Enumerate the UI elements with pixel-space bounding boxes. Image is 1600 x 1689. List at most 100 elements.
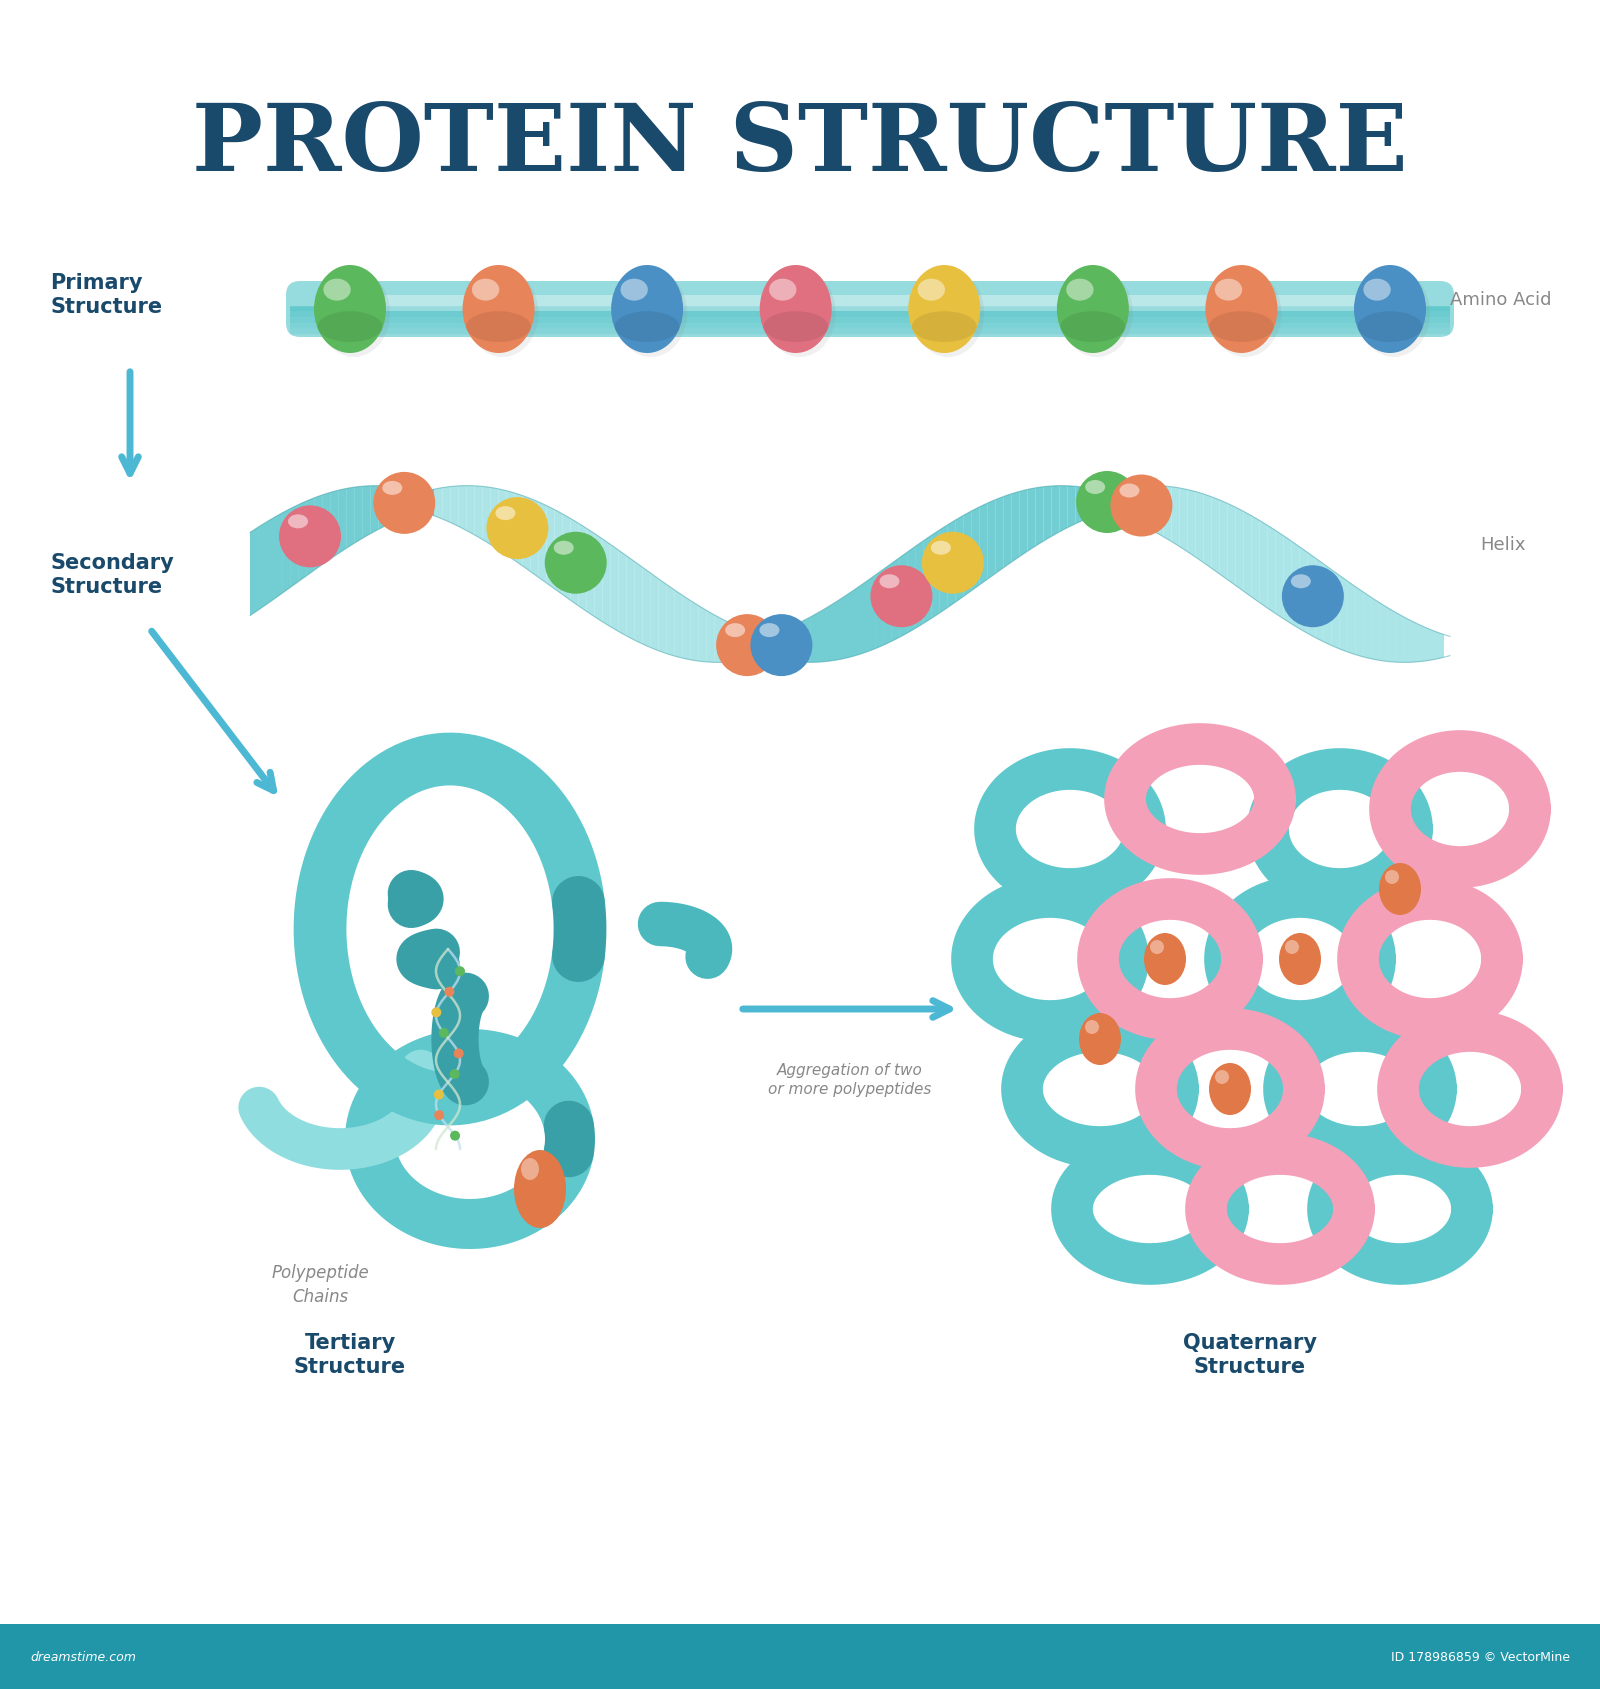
- Polygon shape: [434, 488, 442, 520]
- Polygon shape: [1027, 488, 1035, 552]
- Polygon shape: [715, 616, 723, 664]
- Ellipse shape: [1386, 870, 1398, 885]
- Polygon shape: [507, 491, 515, 561]
- Polygon shape: [1171, 488, 1179, 547]
- Polygon shape: [1147, 486, 1155, 534]
- Ellipse shape: [880, 574, 899, 589]
- Polygon shape: [1035, 488, 1043, 547]
- Ellipse shape: [1078, 1013, 1122, 1066]
- Polygon shape: [795, 622, 803, 662]
- Ellipse shape: [434, 1110, 445, 1120]
- Polygon shape: [322, 493, 330, 566]
- Polygon shape: [659, 579, 667, 654]
- Polygon shape: [883, 564, 891, 645]
- Polygon shape: [923, 535, 931, 625]
- Polygon shape: [947, 520, 955, 608]
- Polygon shape: [771, 632, 779, 660]
- Polygon shape: [1003, 495, 1011, 569]
- Ellipse shape: [621, 279, 648, 301]
- Polygon shape: [643, 568, 651, 649]
- Text: Secondary
Structure: Secondary Structure: [50, 552, 174, 596]
- Ellipse shape: [450, 1069, 459, 1079]
- Ellipse shape: [614, 270, 686, 358]
- Ellipse shape: [614, 312, 680, 343]
- Polygon shape: [338, 490, 346, 554]
- Polygon shape: [571, 519, 579, 606]
- Ellipse shape: [373, 473, 435, 535]
- Polygon shape: [691, 601, 699, 662]
- Polygon shape: [515, 493, 523, 566]
- Ellipse shape: [1066, 279, 1093, 301]
- Polygon shape: [747, 632, 755, 660]
- Polygon shape: [386, 486, 394, 527]
- Ellipse shape: [912, 312, 976, 343]
- Ellipse shape: [922, 532, 984, 595]
- Ellipse shape: [763, 270, 835, 358]
- Polygon shape: [563, 515, 571, 601]
- Ellipse shape: [760, 623, 779, 638]
- Polygon shape: [1131, 486, 1139, 525]
- Ellipse shape: [1144, 934, 1186, 985]
- Polygon shape: [763, 635, 771, 659]
- Ellipse shape: [770, 279, 797, 301]
- Ellipse shape: [467, 270, 539, 358]
- Polygon shape: [1395, 613, 1403, 664]
- Ellipse shape: [462, 265, 534, 353]
- Polygon shape: [803, 616, 811, 664]
- Ellipse shape: [1061, 270, 1133, 358]
- Polygon shape: [827, 603, 835, 662]
- Polygon shape: [579, 524, 587, 611]
- Polygon shape: [1139, 486, 1147, 529]
- Ellipse shape: [1354, 265, 1426, 353]
- Polygon shape: [1411, 622, 1419, 662]
- Polygon shape: [1163, 486, 1171, 542]
- Text: Aggregation of two
or more polypeptides: Aggregation of two or more polypeptides: [768, 1062, 931, 1096]
- Polygon shape: [1195, 491, 1203, 564]
- Polygon shape: [611, 546, 619, 632]
- Ellipse shape: [434, 1089, 443, 1100]
- Polygon shape: [1371, 598, 1379, 660]
- Polygon shape: [1227, 503, 1235, 586]
- Polygon shape: [1315, 559, 1323, 642]
- FancyBboxPatch shape: [290, 307, 1450, 312]
- Ellipse shape: [1210, 1064, 1251, 1115]
- Polygon shape: [282, 510, 290, 595]
- Polygon shape: [1379, 603, 1387, 662]
- Polygon shape: [667, 584, 675, 657]
- Polygon shape: [1059, 486, 1067, 532]
- Polygon shape: [931, 530, 939, 620]
- Polygon shape: [1283, 537, 1291, 625]
- Bar: [0, 1625, 1600, 1689]
- Polygon shape: [843, 593, 851, 659]
- Ellipse shape: [432, 1008, 442, 1018]
- Polygon shape: [1179, 488, 1187, 552]
- Polygon shape: [450, 486, 458, 527]
- Polygon shape: [1259, 522, 1267, 610]
- Polygon shape: [963, 512, 971, 598]
- Polygon shape: [811, 613, 819, 664]
- Polygon shape: [675, 591, 683, 659]
- Polygon shape: [1187, 490, 1195, 557]
- Text: Helix: Helix: [1480, 535, 1525, 554]
- Ellipse shape: [318, 312, 382, 343]
- Ellipse shape: [454, 966, 466, 976]
- Text: Polypeptide
Chains: Polypeptide Chains: [270, 1263, 370, 1306]
- FancyBboxPatch shape: [286, 282, 1454, 338]
- Ellipse shape: [763, 312, 829, 343]
- FancyBboxPatch shape: [290, 312, 1450, 318]
- Ellipse shape: [1085, 1020, 1099, 1034]
- Polygon shape: [635, 562, 643, 645]
- Polygon shape: [891, 559, 899, 642]
- Ellipse shape: [1085, 481, 1106, 495]
- Ellipse shape: [314, 265, 386, 353]
- Ellipse shape: [931, 542, 950, 556]
- Ellipse shape: [1282, 566, 1344, 628]
- Polygon shape: [587, 529, 595, 618]
- Polygon shape: [595, 534, 603, 623]
- Polygon shape: [1115, 490, 1123, 519]
- Polygon shape: [1123, 488, 1131, 522]
- Ellipse shape: [445, 986, 454, 997]
- Ellipse shape: [438, 1029, 450, 1039]
- Ellipse shape: [725, 623, 746, 638]
- Polygon shape: [1075, 486, 1083, 525]
